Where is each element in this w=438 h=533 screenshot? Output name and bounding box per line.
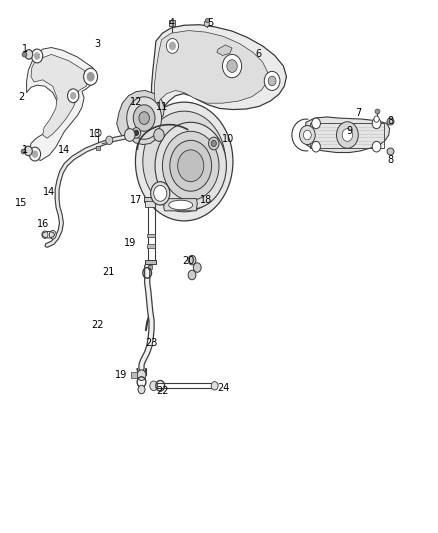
Circle shape <box>211 140 216 147</box>
Text: 20: 20 <box>182 256 195 266</box>
Circle shape <box>155 122 226 209</box>
Circle shape <box>124 128 135 141</box>
Text: 17: 17 <box>130 195 142 205</box>
Text: 1: 1 <box>22 145 28 155</box>
Text: 2: 2 <box>18 92 24 102</box>
Bar <box>145 260 156 264</box>
Circle shape <box>71 93 76 99</box>
Text: 5: 5 <box>207 18 213 28</box>
Circle shape <box>312 141 321 152</box>
Circle shape <box>264 71 280 91</box>
Circle shape <box>49 230 56 239</box>
Bar <box>311 123 384 148</box>
Circle shape <box>178 150 204 182</box>
Text: 6: 6 <box>255 50 261 59</box>
Circle shape <box>25 146 32 156</box>
Circle shape <box>188 270 196 280</box>
Polygon shape <box>164 199 197 211</box>
Polygon shape <box>31 54 88 138</box>
Polygon shape <box>155 30 268 108</box>
Circle shape <box>208 137 219 150</box>
Circle shape <box>42 231 48 238</box>
Circle shape <box>137 370 146 381</box>
Circle shape <box>138 385 145 394</box>
Text: 4: 4 <box>168 18 174 28</box>
Circle shape <box>25 50 33 59</box>
Polygon shape <box>117 91 165 144</box>
Text: 19: 19 <box>115 370 127 380</box>
Polygon shape <box>217 45 232 55</box>
Polygon shape <box>304 117 390 152</box>
Text: 14: 14 <box>58 145 71 155</box>
Circle shape <box>143 111 226 212</box>
Circle shape <box>188 255 196 265</box>
Circle shape <box>304 130 311 140</box>
Bar <box>145 201 155 207</box>
Circle shape <box>127 97 162 139</box>
Circle shape <box>151 182 170 205</box>
Text: 3: 3 <box>94 39 100 49</box>
Circle shape <box>227 60 237 72</box>
Circle shape <box>166 38 179 53</box>
Text: 18: 18 <box>200 195 212 205</box>
Circle shape <box>135 102 233 221</box>
Text: 19: 19 <box>124 238 136 248</box>
Ellipse shape <box>169 200 193 210</box>
Circle shape <box>312 118 321 128</box>
Text: 7: 7 <box>355 108 361 118</box>
Text: 10: 10 <box>222 134 234 144</box>
Circle shape <box>139 112 149 124</box>
Circle shape <box>372 141 381 152</box>
Text: 13: 13 <box>89 129 101 139</box>
Circle shape <box>106 136 113 144</box>
Circle shape <box>67 89 79 103</box>
Text: 8: 8 <box>388 116 394 126</box>
Circle shape <box>154 128 164 141</box>
Text: 9: 9 <box>346 126 353 136</box>
Polygon shape <box>27 47 95 160</box>
Circle shape <box>170 42 176 50</box>
Circle shape <box>193 263 201 272</box>
Circle shape <box>29 147 41 161</box>
Text: 22: 22 <box>91 320 103 330</box>
Circle shape <box>300 125 315 144</box>
Text: 22: 22 <box>156 386 169 396</box>
Circle shape <box>170 140 212 191</box>
Text: 12: 12 <box>130 97 142 107</box>
Circle shape <box>211 382 218 390</box>
Bar <box>147 244 155 248</box>
Circle shape <box>32 49 43 63</box>
Text: 1: 1 <box>22 44 28 54</box>
Bar <box>144 197 156 202</box>
Text: 23: 23 <box>145 338 158 349</box>
Text: 24: 24 <box>217 383 230 393</box>
Text: 8: 8 <box>388 156 394 165</box>
Circle shape <box>372 118 381 128</box>
Circle shape <box>204 20 209 27</box>
Circle shape <box>133 105 155 131</box>
Circle shape <box>154 185 167 201</box>
Text: 21: 21 <box>102 267 114 277</box>
Circle shape <box>84 68 98 85</box>
Circle shape <box>268 76 276 86</box>
Polygon shape <box>152 25 286 122</box>
Circle shape <box>336 122 358 148</box>
Circle shape <box>95 129 101 136</box>
Circle shape <box>134 130 138 135</box>
Circle shape <box>132 127 141 138</box>
Circle shape <box>35 53 40 59</box>
Circle shape <box>162 131 219 200</box>
Text: 11: 11 <box>156 102 169 112</box>
Circle shape <box>32 151 38 157</box>
Circle shape <box>374 116 379 122</box>
Bar <box>147 233 155 237</box>
Circle shape <box>342 128 353 141</box>
Circle shape <box>150 381 158 391</box>
Text: 15: 15 <box>15 198 27 208</box>
Text: 16: 16 <box>37 219 49 229</box>
Circle shape <box>87 72 94 81</box>
Circle shape <box>223 54 242 78</box>
Text: 14: 14 <box>43 187 55 197</box>
